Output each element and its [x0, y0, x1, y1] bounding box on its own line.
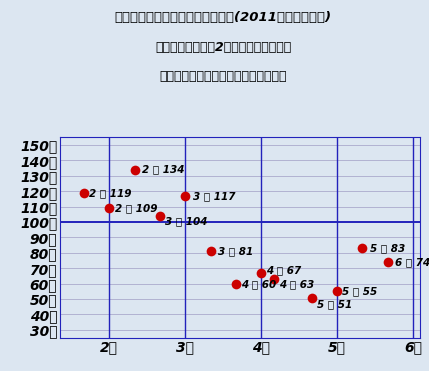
Text: 葉菜類の売上金額の旬別対平年比(2011年、東京市場): 葉菜類の売上金額の旬別対平年比(2011年、東京市場) — [115, 11, 332, 24]
Text: 4 中 67: 4 中 67 — [266, 265, 302, 275]
Text: 2 中 109: 2 中 109 — [115, 203, 157, 213]
Text: 6 上 74: 6 上 74 — [395, 257, 429, 267]
Text: 注　：平年は直近2年の同月同旬の平均: 注 ：平年は直近2年の同月同旬の平均 — [155, 41, 291, 54]
Text: 4 下 63: 4 下 63 — [279, 279, 314, 289]
Text: 4 上 60: 4 上 60 — [241, 279, 276, 289]
Text: 5 下 83: 5 下 83 — [370, 243, 405, 253]
Text: 3 上 104: 3 上 104 — [165, 216, 208, 226]
Text: 資料：農水省「青果物流通統計旬報」: 資料：農水省「青果物流通統計旬報」 — [159, 70, 287, 83]
Text: 5 中 55: 5 中 55 — [342, 286, 378, 296]
Text: 2 上 119: 2 上 119 — [89, 188, 132, 198]
Text: 3 中 117: 3 中 117 — [193, 191, 236, 201]
Text: 2 下 134: 2 下 134 — [142, 165, 185, 175]
Text: 3 下 81: 3 下 81 — [218, 246, 254, 256]
Text: 5 上 51: 5 上 51 — [317, 299, 352, 309]
